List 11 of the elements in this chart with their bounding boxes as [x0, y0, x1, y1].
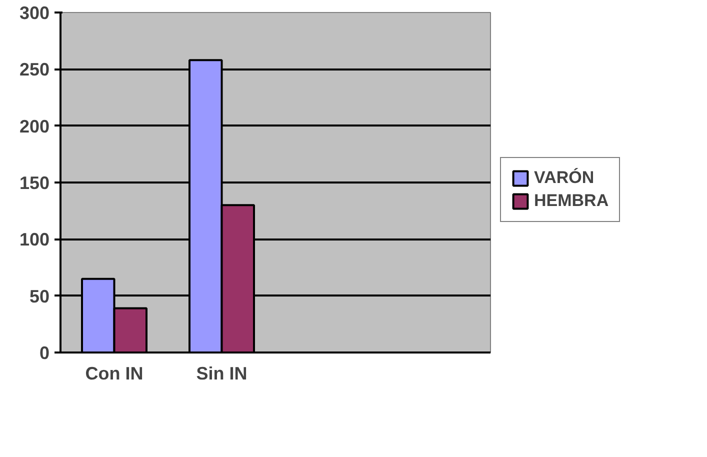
y-tick-label: 250 — [19, 60, 50, 80]
x-tick-label: Sin IN — [196, 364, 248, 384]
y-tick-label: 0 — [39, 343, 50, 363]
y-tick-label: 50 — [29, 286, 50, 306]
legend-label: VARÓN — [534, 168, 594, 188]
y-tick-label: 300 — [19, 3, 50, 23]
legend-label: HEMBRA — [534, 191, 609, 211]
y-tick-label: 100 — [19, 230, 50, 250]
y-tick-label: 200 — [19, 116, 50, 136]
x-tick-label: Con IN — [85, 364, 144, 384]
y-tick-label: 150 — [19, 173, 50, 193]
